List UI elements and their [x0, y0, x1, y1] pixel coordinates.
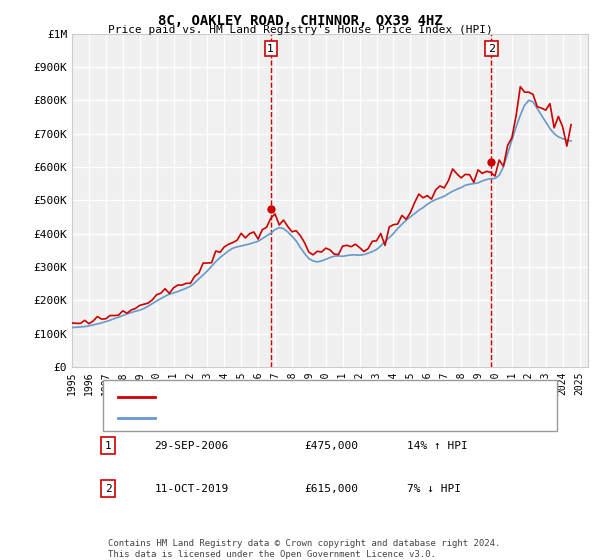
Text: Contains HM Land Registry data © Crown copyright and database right 2024.
This d: Contains HM Land Registry data © Crown c… [108, 539, 500, 559]
Text: 7% ↓ HPI: 7% ↓ HPI [407, 484, 461, 494]
Text: 8C, OAKLEY ROAD, CHINNOR, OX39 4HZ (detached house): 8C, OAKLEY ROAD, CHINNOR, OX39 4HZ (deta… [165, 392, 484, 402]
Text: 29-SEP-2006: 29-SEP-2006 [155, 441, 229, 451]
Text: 2: 2 [105, 484, 112, 494]
FancyBboxPatch shape [103, 380, 557, 431]
Text: 2: 2 [488, 44, 495, 54]
Text: Price paid vs. HM Land Registry's House Price Index (HPI): Price paid vs. HM Land Registry's House … [107, 25, 493, 35]
Text: HPI: Average price, detached house, South Oxfordshire: HPI: Average price, detached house, Sout… [165, 413, 496, 423]
Text: £475,000: £475,000 [304, 441, 358, 451]
Text: 14% ↑ HPI: 14% ↑ HPI [407, 441, 468, 451]
Text: 1: 1 [267, 44, 274, 54]
Text: £615,000: £615,000 [304, 484, 358, 494]
Text: 1: 1 [105, 441, 112, 451]
Text: 11-OCT-2019: 11-OCT-2019 [155, 484, 229, 494]
Text: 8C, OAKLEY ROAD, CHINNOR, OX39 4HZ: 8C, OAKLEY ROAD, CHINNOR, OX39 4HZ [158, 14, 442, 28]
